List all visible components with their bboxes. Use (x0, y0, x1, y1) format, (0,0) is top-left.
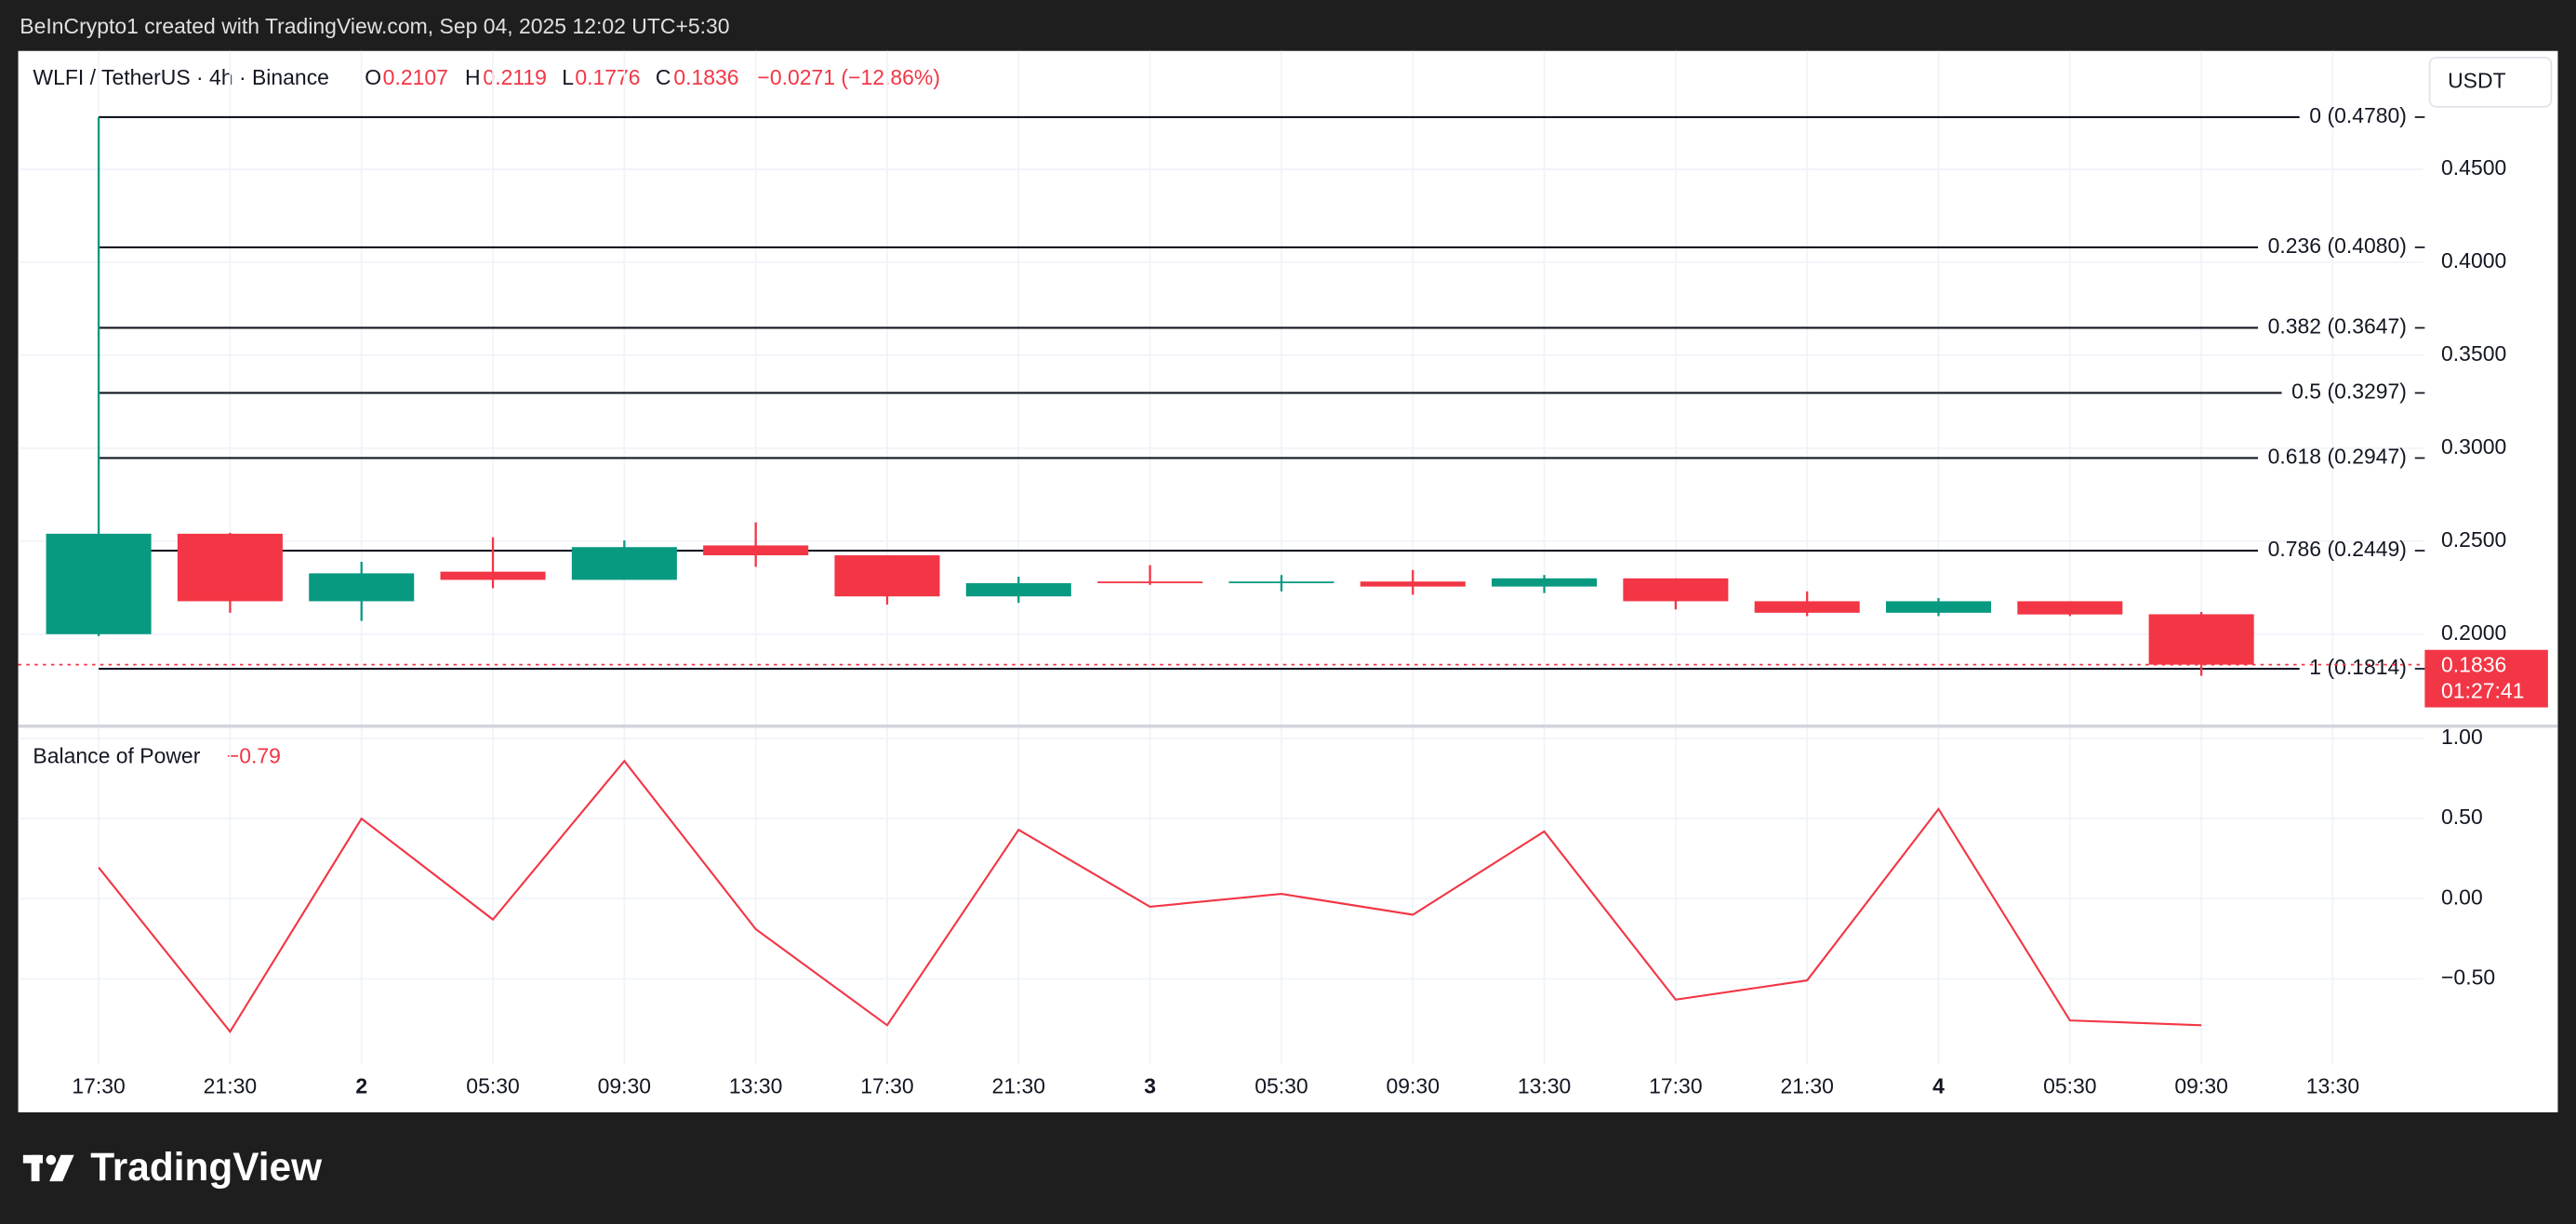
last-price-tag (2424, 649, 2548, 708)
x-tick-label: 17:30 (860, 1073, 913, 1098)
y-tick-label: 0.4000 (2441, 248, 2506, 273)
y-tick-label: −0.50 (2441, 965, 2495, 989)
candle-body (1097, 581, 1203, 584)
fib-label: 0.382 (0.3647) (2268, 314, 2407, 339)
y-tick-label: 0.3000 (2441, 434, 2506, 459)
countdown: 01:27:41 (2441, 679, 2524, 703)
candle-body (309, 573, 415, 602)
x-tick-label: 05:30 (2043, 1073, 2096, 1098)
last-price-label: 0.1836 (2441, 652, 2506, 676)
y-tick-label: 1.00 (2441, 725, 2483, 749)
x-tick-label: 21:30 (1780, 1073, 1833, 1098)
fib-label: 0.786 (0.2449) (2268, 537, 2407, 561)
fib-label: 0.618 (0.2947) (2268, 445, 2407, 469)
ohlc-value: 0.1836 (673, 65, 738, 89)
x-tick-label: 17:30 (72, 1073, 125, 1098)
y-tick-label: 0.2000 (2441, 620, 2506, 645)
brand: TradingView (90, 1145, 323, 1189)
attribution: BeInCrypto1 created with TradingView.com… (20, 14, 729, 38)
indicator-value: −0.79 (227, 743, 281, 767)
candle-body (177, 533, 283, 602)
y-tick-label: 0.2500 (2441, 527, 2506, 552)
fib-label: 0 (0.4780) (2309, 103, 2407, 127)
candle-body (1228, 581, 1334, 584)
plot-layer: 0.2000 0.2500 0.3000 0.3500 0.4000 0.4500 1.00… (18, 50, 2548, 1098)
x-tick-label: 09:30 (1387, 1073, 1440, 1098)
x-tick-label: 3 (1144, 1073, 1156, 1098)
ohlc-label: C (656, 65, 671, 89)
ohlc-value: 0.1776 (575, 65, 640, 89)
x-tick-label: 21:30 (204, 1073, 257, 1098)
indicator-line (98, 759, 2202, 1034)
x-tick-label: 09:30 (598, 1073, 651, 1098)
candle-body (834, 555, 940, 597)
candle-body (440, 571, 546, 580)
candle-body (46, 533, 152, 634)
fib-label: 0.5 (0.3297) (2291, 379, 2407, 404)
candle-body (965, 583, 1071, 597)
x-tick-label: 13:30 (1518, 1073, 1571, 1098)
change: −0.0271 (−12.86%) (757, 65, 940, 89)
candle-body (1623, 578, 1729, 602)
fib-label: 0.236 (0.4080) (2268, 233, 2407, 258)
candle-body (571, 547, 677, 580)
ohlc-label: O (365, 65, 381, 89)
x-tick-label: 13:30 (729, 1073, 782, 1098)
candle-body (1360, 581, 1466, 587)
candle-body (1754, 601, 1860, 613)
x-tick-label: 05:30 (1255, 1073, 1308, 1098)
x-tick-label: 2 (355, 1073, 367, 1098)
x-tick-label: 13:30 (2306, 1073, 2359, 1098)
candle-body (2017, 601, 2123, 615)
ohlc-label: L (562, 65, 574, 89)
ohlc-value: 0.2107 (383, 65, 448, 89)
currency: USDT (2448, 68, 2505, 92)
candle-body (1492, 578, 1598, 587)
brand-logo (22, 1154, 74, 1182)
candle-body (1885, 601, 1992, 613)
candle-body (703, 545, 809, 556)
y-tick-label: 0.3500 (2441, 341, 2506, 366)
currency-button[interactable] (2428, 56, 2553, 108)
x-tick-label: 09:30 (2174, 1073, 2227, 1098)
indicator-name: Balance of Power (33, 743, 200, 767)
candle-body (2148, 614, 2254, 665)
x-tick-label: 17:30 (1649, 1073, 1702, 1098)
symbol: WLFI / TetherUS · 4h · Binance (33, 65, 329, 89)
fib-label: 1 (0.1814) (2309, 655, 2407, 679)
x-tick-label: 05:30 (466, 1073, 519, 1098)
x-tick-label: 4 (1932, 1073, 1945, 1098)
ohlc-label: H (465, 65, 481, 89)
y-tick-label: 0.4500 (2441, 155, 2506, 180)
x-tick-label: 21:30 (992, 1073, 1045, 1098)
y-tick-label: 0.00 (2441, 885, 2483, 909)
y-tick-label: 0.50 (2441, 805, 2483, 829)
